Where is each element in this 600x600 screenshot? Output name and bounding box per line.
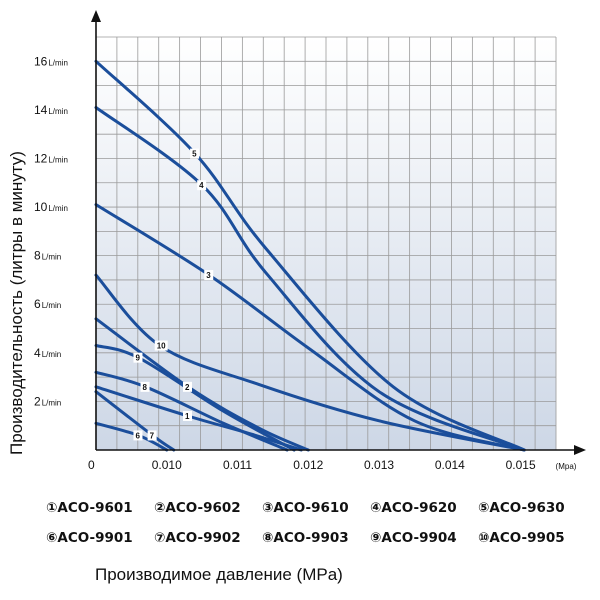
series-line-8 xyxy=(94,370,289,452)
curve-label-bg xyxy=(197,180,207,191)
legend-row-1: ①ACO-9601 ②ACO-9602 ③ACO-9610 ④ACO-9620 ⑤ACO… xyxy=(46,500,596,516)
curve-label-9: 9 xyxy=(135,354,140,363)
x-tick-label: 0.012 xyxy=(293,458,323,472)
y-tick-label: 10L/min xyxy=(34,200,68,214)
curve-label-2: 2 xyxy=(185,383,190,392)
y-tick-label: 2L/min xyxy=(34,394,61,408)
curve-label-7: 7 xyxy=(150,431,155,440)
legend-item: ⑥ACO-9901 xyxy=(46,530,133,546)
y-tick-label: 8L/min xyxy=(34,249,61,263)
curve-label-bg xyxy=(154,340,168,351)
x-tick-label: 0.015 xyxy=(506,458,536,472)
curve-label-8: 8 xyxy=(143,383,148,392)
y-tick-unit: L/min xyxy=(42,253,62,262)
curve-label-10: 10 xyxy=(157,342,166,351)
curve-label-bg xyxy=(190,148,200,159)
x-tick-label: 0.014 xyxy=(435,458,465,472)
y-tick-unit: L/min xyxy=(42,301,62,310)
y-axis-arrow xyxy=(91,10,101,22)
legend-item: ⑧ACO-9903 xyxy=(262,530,349,546)
legend-item: ⑤ACO-9630 xyxy=(478,500,565,516)
legend-item: ③ACO-9610 xyxy=(262,500,349,516)
y-tick-label: 16L/min xyxy=(34,54,68,68)
legend-item: ②ACO-9602 xyxy=(154,500,241,516)
legend-item: ⑦ACO-9902 xyxy=(154,530,241,546)
y-tick-unit: L/min xyxy=(42,350,62,359)
y-tick-label: 4L/min xyxy=(34,346,61,360)
legend-item: ④ACO-9620 xyxy=(370,500,457,516)
curve-label-bg xyxy=(204,270,214,281)
y-tick-unit: L/min xyxy=(42,398,62,407)
legend-item: ⑨ACO-9904 xyxy=(370,530,457,546)
curve-label-5: 5 xyxy=(192,150,197,159)
x-tick-label-origin: 0 xyxy=(88,458,95,472)
x-axis-unit: (Mpa) xyxy=(556,462,577,471)
y-tick-label: 6L/min xyxy=(34,297,61,311)
curve-label-bg xyxy=(183,410,192,421)
y-tick-label: 12L/min xyxy=(34,151,68,165)
x-tick-label: 0.010 xyxy=(152,458,182,472)
y-tick-label: 14L/min xyxy=(34,103,68,117)
legend-row-2: ⑥ACO-9901 ⑦ACO-9902 ⑧ACO-9903 ⑨ACO-9904 ⑩ACO… xyxy=(46,530,596,546)
curve-label-bg xyxy=(133,352,143,363)
x-axis-label: Производимое давление (MPa) xyxy=(95,565,343,584)
y-tick-unit: L/min xyxy=(48,204,68,213)
series-line-4 xyxy=(94,106,526,452)
curve-label-bg xyxy=(133,430,143,441)
legend-item: ⑩ACO-9905 xyxy=(478,530,565,546)
x-axis-arrow xyxy=(574,445,586,455)
series-line-3 xyxy=(94,203,526,452)
y-tick-unit: L/min xyxy=(48,58,68,67)
y-tick-unit: L/min xyxy=(48,155,68,164)
y-tick-unit: L/min xyxy=(48,107,68,116)
curve-label-bg xyxy=(147,430,157,441)
legend-item: ①ACO-9601 xyxy=(46,500,133,516)
curve-label-3: 3 xyxy=(206,271,211,280)
x-tick-label: 0.011 xyxy=(223,458,252,472)
series-line-10 xyxy=(94,273,526,452)
curve-label-6: 6 xyxy=(135,431,140,440)
curve-label-bg xyxy=(183,381,192,392)
x-tick-label: 0.013 xyxy=(364,458,394,472)
curve-label-4: 4 xyxy=(199,181,204,190)
curve-label-bg xyxy=(140,381,150,392)
y-axis-label: Производительность (литры в минуту) xyxy=(7,151,26,455)
curve-label-1: 1 xyxy=(185,412,190,421)
series-line-5 xyxy=(94,59,526,452)
series-line-2 xyxy=(94,317,310,452)
